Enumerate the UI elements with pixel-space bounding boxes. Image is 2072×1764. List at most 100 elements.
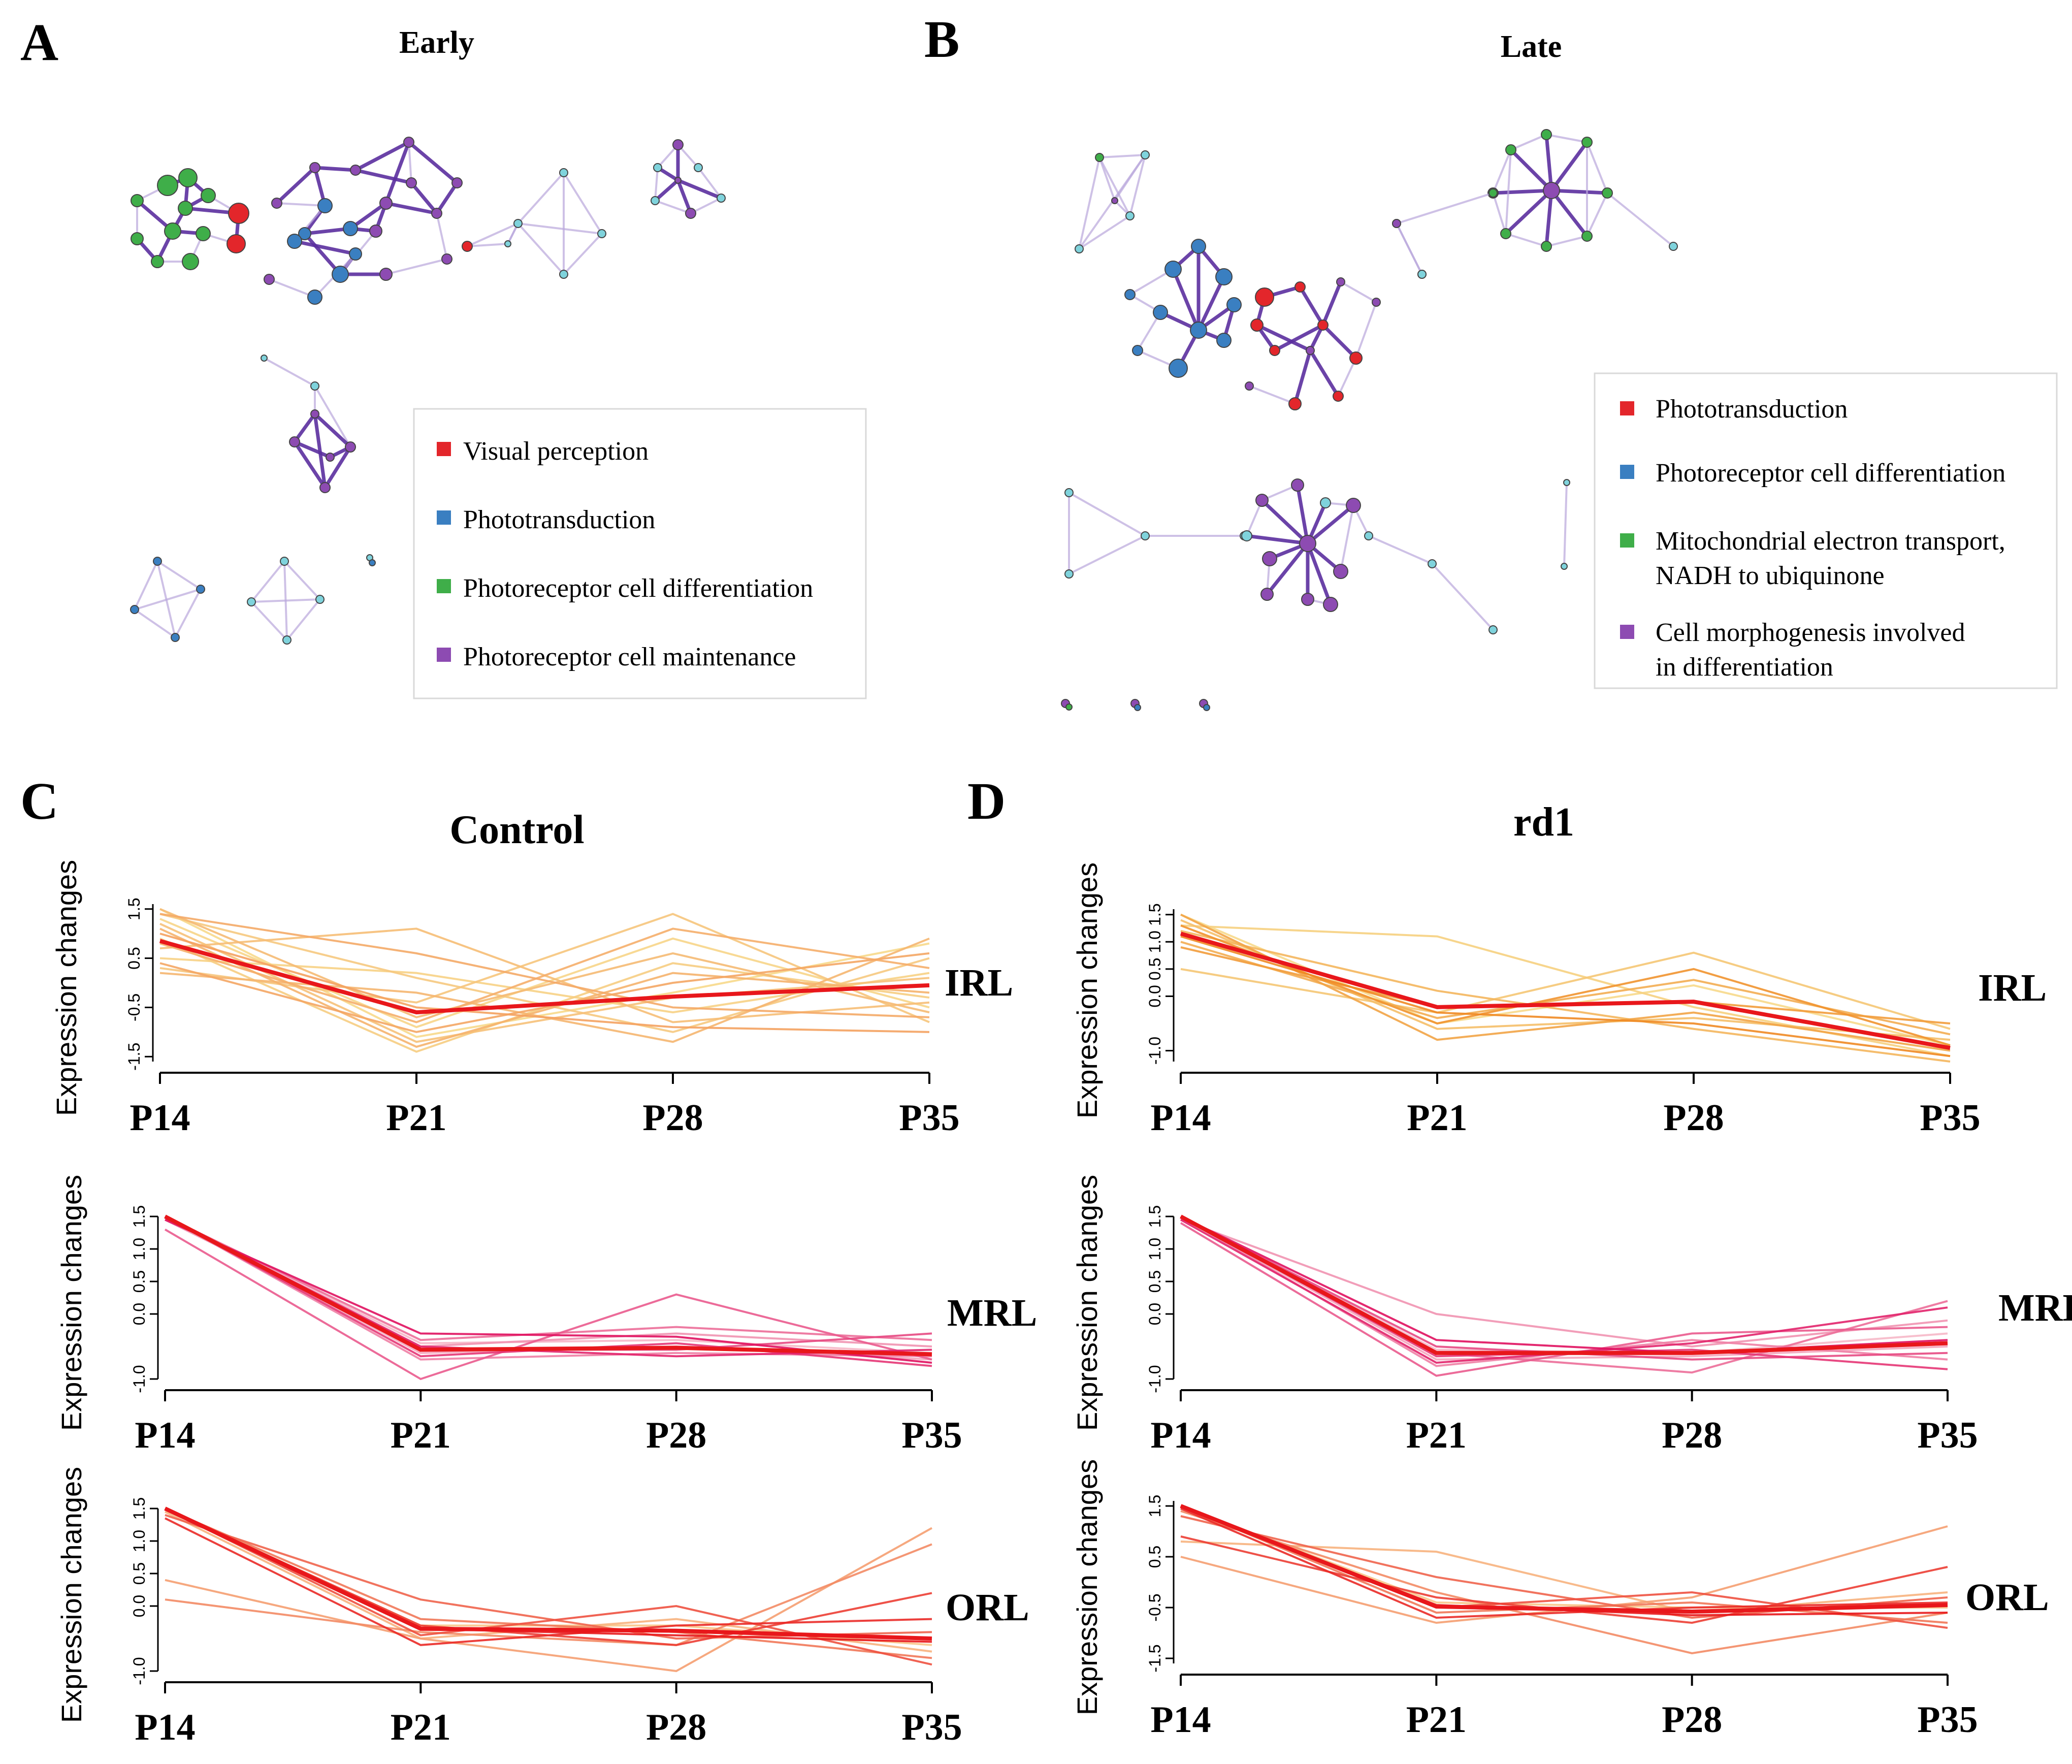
network-edge <box>384 141 411 204</box>
network-node <box>431 208 442 219</box>
x-tick-label: P14 <box>135 1707 195 1748</box>
network-node <box>451 177 463 188</box>
network-edge <box>134 561 158 610</box>
network-node <box>1216 333 1232 348</box>
network-edge <box>293 412 316 443</box>
panel-d-letter: D <box>967 772 1006 830</box>
network-node <box>226 234 246 253</box>
x-tick-label: P35 <box>1917 1415 1978 1456</box>
network-node <box>280 557 289 566</box>
x-tick-label: P14 <box>135 1415 195 1456</box>
network-node <box>332 266 349 283</box>
network-edge <box>1321 281 1343 326</box>
network-edge <box>654 167 659 201</box>
network-edge <box>410 181 438 215</box>
series-line <box>1180 1215 1948 1361</box>
y-tick-label: -1.0 <box>1146 1037 1164 1065</box>
network-edge <box>276 202 326 207</box>
network-node <box>1349 351 1363 365</box>
network-edge <box>1505 233 1547 247</box>
network-node <box>717 194 726 203</box>
network-node <box>1191 239 1206 254</box>
network-edge <box>1509 148 1553 192</box>
network-node <box>1203 704 1210 711</box>
layer-label: ORL <box>1965 1576 2049 1619</box>
x-tick-label: P21 <box>1406 1415 1467 1456</box>
network-edge <box>1492 193 1507 234</box>
series-line <box>1180 935 1951 1057</box>
y-tick-label: -1.0 <box>130 1365 148 1393</box>
network-node <box>310 409 319 419</box>
network-node <box>1336 277 1345 286</box>
network-node <box>1241 530 1252 541</box>
network-node <box>1064 488 1074 497</box>
network-node <box>350 165 361 176</box>
network-node <box>171 633 180 642</box>
network-node <box>298 227 311 240</box>
series-line <box>165 1508 932 1666</box>
network-edge <box>1293 350 1312 404</box>
network-edge <box>436 213 448 260</box>
network-node <box>282 635 292 645</box>
layer-label: ORL <box>946 1586 1029 1629</box>
panel-a-title: Early <box>399 25 474 60</box>
network-edge <box>1544 134 1553 191</box>
x-tick-label: P21 <box>1406 1699 1467 1741</box>
series-line <box>1180 1505 1948 1617</box>
network-edge <box>1296 485 1310 544</box>
network-node <box>1543 182 1560 199</box>
network-edge <box>1260 499 1309 545</box>
network-edge <box>1368 535 1433 565</box>
network-edge <box>697 167 722 199</box>
network-node <box>672 139 684 150</box>
network-edge <box>1306 504 1355 545</box>
network-edge <box>1099 154 1146 158</box>
network-node <box>1392 219 1401 228</box>
y-tick-label: 0.5 <box>1146 958 1164 980</box>
network-node <box>317 198 333 213</box>
network-edge <box>294 440 331 459</box>
network-node <box>1250 318 1264 332</box>
network-edge <box>1309 349 1340 397</box>
y-tick-label: -1.0 <box>130 1657 148 1685</box>
network-node <box>1669 242 1678 251</box>
network-node <box>1299 535 1316 552</box>
network-node <box>1428 559 1437 568</box>
network-edge <box>1493 188 1552 195</box>
network-node <box>310 381 319 391</box>
network-edge <box>286 598 321 641</box>
y-tick-label: 0.0 <box>130 1595 148 1617</box>
network-node <box>685 208 696 219</box>
network-edge <box>517 222 565 275</box>
network-node <box>1505 144 1516 155</box>
network-node <box>1317 319 1329 331</box>
network-edge <box>407 141 459 184</box>
series-line <box>165 1215 932 1354</box>
legend-b: Phototransduction Photoreceptor cell dif… <box>1594 372 2058 689</box>
network-node <box>1215 268 1233 285</box>
network-node <box>1301 593 1314 606</box>
network-node <box>653 163 662 172</box>
network-edge <box>1249 385 1296 405</box>
network-node <box>349 247 362 261</box>
y-tick-label: 1.0 <box>1146 1238 1164 1260</box>
network-node <box>164 222 181 240</box>
chart-rd1-mrl: P14 P21 P28 P35 -1.0 0.0 0.5 1.0 1.5 Expression c… <box>1071 1175 2072 1456</box>
layer-label: IRL <box>945 961 1013 1004</box>
network-edge <box>156 560 202 590</box>
chart-control-mrl: P14 P21 P28 P35 -1.0 0.0 0.5 1.0 1.5 Expression c… <box>55 1175 1037 1456</box>
network-node <box>261 355 268 362</box>
series-line <box>165 1508 932 1659</box>
network-node <box>1153 305 1168 320</box>
network-node <box>559 168 568 177</box>
y-axis-label: Expression changes <box>55 1175 87 1431</box>
network-edge <box>1563 482 1568 567</box>
legend-b-swatch-1 <box>1620 465 1634 479</box>
network-edge <box>1114 154 1146 202</box>
network-node <box>1346 498 1361 513</box>
network-node <box>345 441 356 453</box>
series-line <box>159 918 930 1029</box>
network-edge <box>355 168 412 185</box>
network-node <box>1075 244 1084 253</box>
network-edge <box>134 608 176 638</box>
